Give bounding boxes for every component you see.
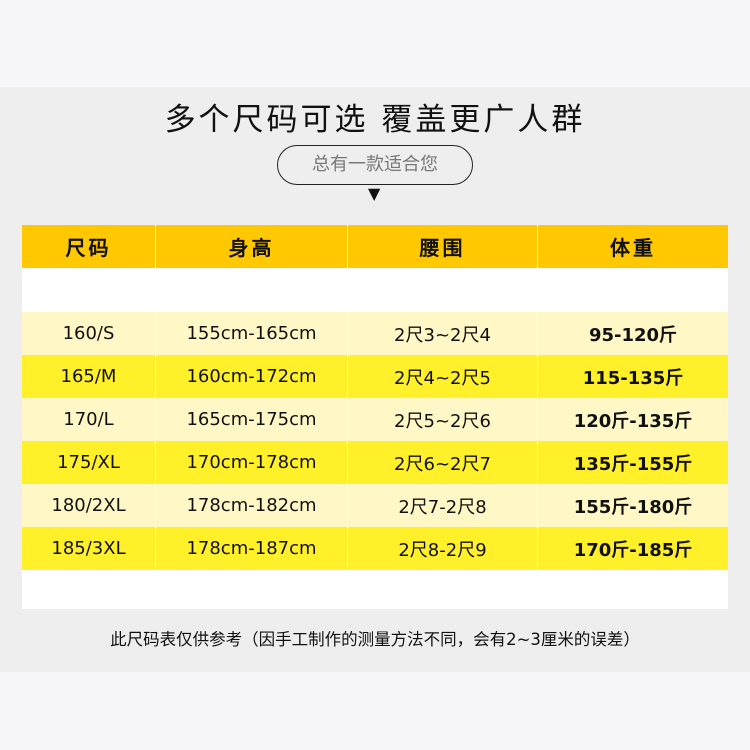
cell-weight: 155斤-180斤 — [573, 496, 693, 518]
cell-weight: 95-120斤 — [588, 324, 678, 346]
table-row: 165/M 160cm-172cm 2尺4~2尺5 115-135斤 — [22, 355, 728, 398]
header-size: 尺码 — [22, 225, 156, 268]
size-table: 尺码 身高 腰围 体重 160/S 155cm-165cm 2尺3~2尺4 95-12… — [22, 225, 728, 609]
table-spacer — [22, 570, 728, 609]
cell-size: 165/M — [22, 355, 156, 398]
header-weight: 体重 — [610, 236, 656, 260]
cell-waist: 2尺6~2尺7 — [348, 441, 538, 484]
cell-weight: 135斤-155斤 — [573, 453, 693, 475]
table-row: 170/L 165cm-175cm 2尺5~2尺6 120斤-135斤 — [22, 398, 728, 441]
header-waist: 腰围 — [348, 225, 538, 268]
table-row: 175/XL 170cm-178cm 2尺6~2尺7 135斤-155斤 — [22, 441, 728, 484]
cell-waist: 2尺8-2尺9 — [348, 527, 538, 570]
table-row: 180/2XL 178cm-182cm 2尺7-2尺8 155斤-180斤 — [22, 484, 728, 527]
cell-height: 178cm-182cm — [156, 484, 348, 527]
table-row: 185/3XL 178cm-187cm 2尺8-2尺9 170斤-185斤 — [22, 527, 728, 570]
cell-size: 175/XL — [22, 441, 156, 484]
cell-height: 178cm-187cm — [156, 527, 348, 570]
cell-waist: 2尺4~2尺5 — [348, 355, 538, 398]
disclaimer-note: 此尺码表仅供参考（因手工制作的测量方法不同，会有2~3厘米的误差） — [110, 630, 640, 649]
cell-height: 160cm-172cm — [156, 355, 348, 398]
cell-weight: 120斤-135斤 — [573, 410, 693, 432]
cell-size: 170/L — [22, 398, 156, 441]
cell-waist: 2尺3~2尺4 — [348, 312, 538, 355]
cell-size: 160/S — [22, 312, 156, 355]
cell-height: 155cm-165cm — [156, 312, 348, 355]
cell-height: 170cm-178cm — [156, 441, 348, 484]
table-header: 尺码 身高 腰围 体重 — [22, 225, 728, 268]
subtitle-badge: 总有一款适合您 — [277, 145, 473, 185]
cell-waist: 2尺5~2尺6 — [348, 398, 538, 441]
cell-weight: 170斤-185斤 — [573, 539, 693, 561]
cell-weight: 115-135斤 — [582, 367, 684, 389]
table-spacer — [22, 268, 728, 312]
cell-waist: 2尺7-2尺8 — [348, 484, 538, 527]
header-height: 身高 — [156, 225, 348, 268]
cell-size: 180/2XL — [22, 484, 156, 527]
table-row: 160/S 155cm-165cm 2尺3~2尺4 95-120斤 — [22, 312, 728, 355]
cell-height: 165cm-175cm — [156, 398, 348, 441]
cell-size: 185/3XL — [22, 527, 156, 570]
triangle-down-icon: ▼ — [368, 184, 381, 203]
page-title: 多个尺码可选 覆盖更广人群 — [164, 102, 586, 138]
